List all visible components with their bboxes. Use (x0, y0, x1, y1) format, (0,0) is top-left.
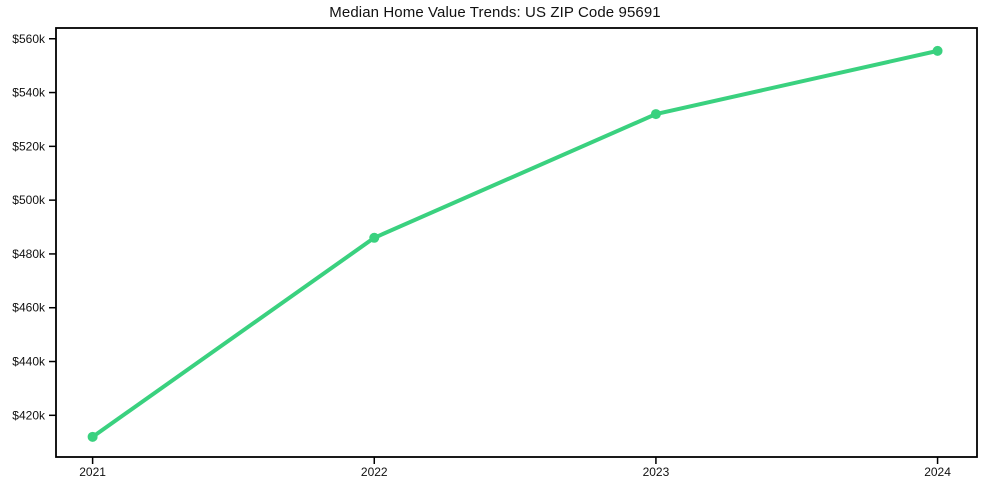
y-axis-tick-label: $560k (12, 32, 46, 46)
data-point-marker (932, 45, 943, 56)
chart-title: Median Home Value Trends: US ZIP Code 95… (329, 4, 661, 21)
y-axis-tick-label: $460k (12, 301, 46, 315)
y-axis-tick-label: $480k (12, 247, 46, 261)
data-point-marker (87, 431, 98, 442)
x-axis-tick-label: 2021 (79, 465, 106, 479)
series-line (90, 48, 940, 439)
y-axis-tick-label: $440k (12, 355, 46, 369)
plot-border (55, 27, 978, 458)
data-point-marker (369, 232, 380, 243)
x-axis-tick-label: 2023 (643, 465, 670, 479)
y-axis-tick-label: $420k (12, 408, 46, 422)
x-axis-tick-label: 2022 (361, 465, 388, 479)
y-axis-tick-label: $500k (12, 193, 46, 207)
data-point-marker (650, 109, 661, 120)
x-axis-tick-label: 2024 (924, 465, 951, 479)
y-axis-tick-label: $520k (12, 139, 46, 153)
y-axis-tick-label: $540k (12, 86, 46, 100)
